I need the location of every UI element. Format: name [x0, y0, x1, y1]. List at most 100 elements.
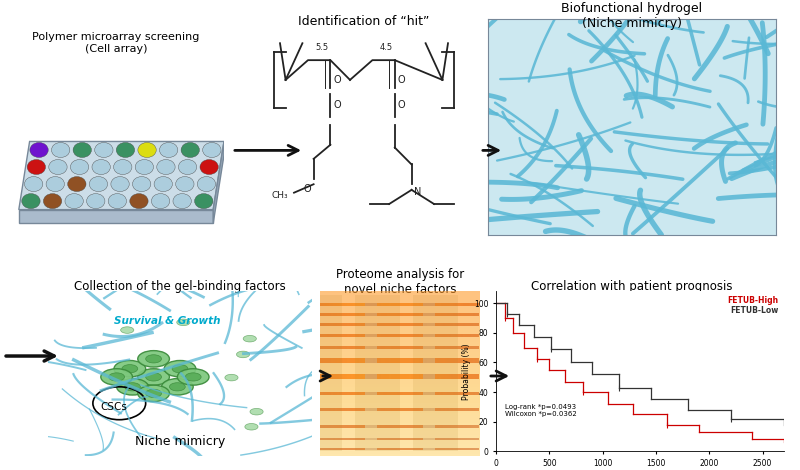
Bar [320, 407, 480, 408]
Bar [429, 408, 431, 411]
Bar [365, 313, 367, 316]
Bar [469, 408, 471, 411]
Bar [320, 382, 480, 384]
Bar [463, 334, 465, 337]
Bar [397, 375, 399, 379]
Bar [331, 303, 333, 306]
Bar [361, 359, 363, 362]
Bar [405, 323, 407, 326]
Bar [419, 313, 421, 316]
Bar [461, 439, 463, 440]
Bar [409, 334, 411, 337]
Bar [383, 375, 385, 379]
Bar [459, 346, 461, 349]
Bar [353, 425, 355, 428]
Bar [403, 334, 405, 337]
Bar [361, 392, 363, 395]
Bar [329, 375, 331, 379]
Bar [437, 334, 439, 337]
Bar [407, 408, 409, 411]
Ellipse shape [151, 194, 170, 209]
Bar [413, 448, 415, 450]
Bar [339, 425, 341, 428]
Bar [319, 323, 321, 326]
Bar [475, 303, 477, 306]
Bar [383, 392, 385, 395]
Bar [367, 408, 369, 411]
Bar [451, 323, 453, 326]
Bar [443, 448, 445, 450]
Bar [409, 323, 411, 326]
Bar [320, 351, 480, 352]
Bar [457, 359, 459, 362]
Bar [321, 392, 323, 395]
Bar [319, 313, 321, 316]
Bar [359, 303, 361, 306]
Text: FETUB-High: FETUB-High [727, 296, 778, 305]
Bar [363, 392, 365, 395]
Ellipse shape [68, 177, 86, 192]
Bar [367, 313, 369, 316]
Bar [373, 448, 375, 450]
Bar [331, 346, 333, 349]
Bar [395, 439, 397, 440]
Bar [443, 375, 445, 379]
Bar [333, 392, 335, 395]
Bar [415, 323, 417, 326]
Bar [401, 313, 403, 316]
Bar [471, 448, 473, 450]
Ellipse shape [51, 142, 70, 157]
Bar [320, 305, 480, 306]
Bar [457, 375, 459, 379]
Bar [320, 426, 480, 428]
Bar [399, 313, 401, 316]
Bar [451, 392, 453, 395]
Bar [409, 392, 411, 395]
Bar [417, 346, 419, 349]
Bar [321, 346, 323, 349]
Bar [433, 392, 435, 395]
Bar [407, 375, 409, 379]
Bar [465, 359, 467, 362]
Bar [395, 346, 397, 349]
Bar [453, 375, 455, 379]
Bar [419, 448, 421, 450]
Bar [443, 303, 445, 306]
Bar [467, 313, 469, 316]
Bar [427, 392, 429, 395]
Bar [465, 392, 467, 395]
Bar [327, 408, 329, 411]
Bar [447, 448, 449, 450]
Bar [327, 323, 329, 326]
Bar [343, 392, 345, 395]
Bar [463, 439, 465, 440]
Bar [447, 346, 449, 349]
Bar [459, 439, 461, 440]
Bar [405, 408, 407, 411]
Bar [473, 425, 475, 428]
Bar [341, 334, 343, 337]
Bar [455, 346, 457, 349]
Bar [320, 433, 480, 434]
Bar [449, 439, 451, 440]
Bar [385, 439, 387, 440]
Bar [320, 331, 480, 333]
Bar [467, 375, 469, 379]
Bar [381, 323, 383, 326]
Bar [453, 346, 455, 349]
Text: 5.5: 5.5 [315, 43, 329, 52]
Bar [413, 303, 415, 306]
Bar [451, 334, 453, 337]
Bar [459, 323, 461, 326]
Bar [407, 359, 409, 362]
Bar [379, 408, 381, 411]
Bar [381, 346, 383, 349]
Bar [351, 439, 353, 440]
Ellipse shape [157, 159, 175, 174]
Bar [421, 408, 423, 411]
Bar [320, 300, 480, 301]
Bar [417, 425, 419, 428]
Bar [407, 392, 409, 395]
Bar [409, 346, 411, 349]
Bar [421, 359, 423, 362]
